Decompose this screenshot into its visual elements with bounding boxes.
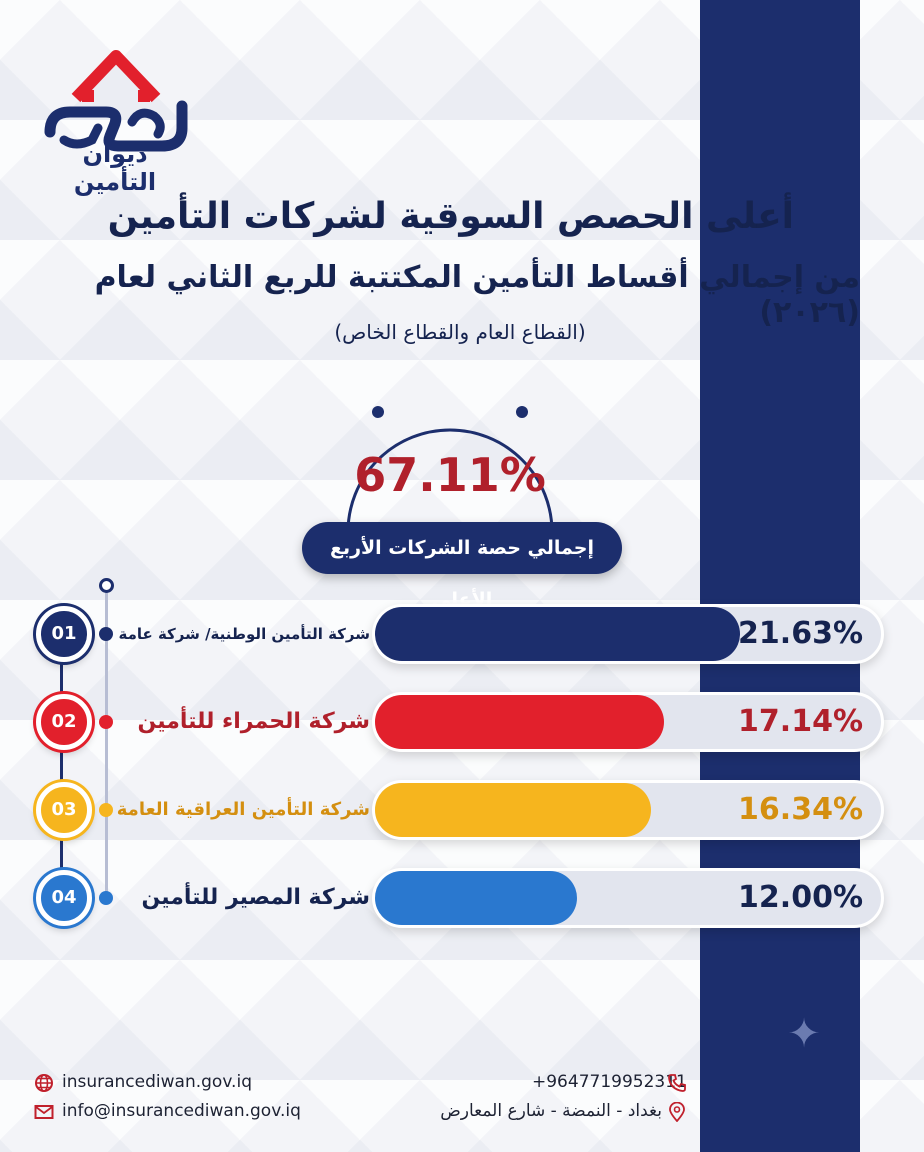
page-subtitle: من إجمالي أقساط التأمين المكتتبة للربع ا… (94, 260, 860, 330)
sector-note: (القطاع العام والقطاع الخاص) (334, 320, 586, 344)
navy-stripe (700, 0, 860, 1152)
bar-value-label: 16.34% (738, 792, 863, 827)
rank-badge: 04 (36, 870, 92, 926)
company-name: شركة الحمراء للتأمين (137, 709, 370, 734)
brand-name: ديوان التأمين (73, 140, 157, 196)
bar-track: 21.63% (372, 604, 884, 664)
timeline-dot (99, 803, 113, 817)
bar-value-label: 17.14% (738, 704, 863, 739)
bar-track: 12.00% (372, 868, 884, 928)
timeline-start-dot (99, 578, 114, 593)
timeline-dot (99, 627, 113, 641)
bar-track: 16.34% (372, 780, 884, 840)
timeline-line (105, 584, 108, 896)
timeline-dot (99, 891, 113, 905)
timeline-dot (99, 715, 113, 729)
address-text: بغداد - النمضة - شارع المعارض (440, 1101, 662, 1121)
badge-connector (60, 836, 63, 896)
badge-connector (60, 660, 63, 720)
rank-badge: 02 (36, 694, 92, 750)
bar-fill (375, 871, 577, 925)
website-text[interactable]: insurancediwan.gov.iq (62, 1072, 252, 1092)
chart-row: 03 شركة التأمين العراقية العامة 16.34% (0, 770, 924, 850)
email-text[interactable]: info@insurancediwan.gov.iq (62, 1101, 301, 1121)
sparkle-icon: ✦ (787, 1011, 821, 1057)
company-name: شركة المصير للتأمين (141, 885, 370, 910)
bar-fill (375, 695, 664, 749)
bar-value-label: 21.63% (738, 616, 863, 651)
total-share-value: 67.11% (354, 448, 546, 502)
bar-fill (375, 783, 651, 837)
phone-text[interactable]: +9647719952311 (532, 1072, 687, 1092)
mail-icon (34, 1105, 54, 1119)
rank-badge: 03 (36, 782, 92, 838)
location-pin-icon (669, 1102, 685, 1122)
page-title: أعلى الحصص السوقية لشركات التأمين (107, 196, 794, 237)
chart-row: 02 شركة الحمراء للتأمين 17.14% (0, 682, 924, 762)
badge-connector (60, 748, 63, 808)
bar-fill (375, 607, 740, 661)
bar-track: 17.14% (372, 692, 884, 752)
total-share-label: إجمالي حصة الشركات الأربع الأعلى (302, 522, 622, 611)
chart-row: 01 شركة التأمين الوطنية/ شركة عامة 21.63% (0, 594, 924, 674)
diwan-logo (44, 50, 188, 152)
total-ring (346, 406, 554, 533)
phone-icon (668, 1074, 686, 1092)
chart-row: 04 شركة المصير للتأمين 12.00% (0, 858, 924, 938)
bar-value-label: 12.00% (738, 880, 863, 915)
rank-badge: 01 (36, 606, 92, 662)
company-name: شركة التأمين الوطنية/ شركة عامة (118, 625, 370, 643)
company-name: شركة التأمين العراقية العامة (116, 799, 370, 820)
globe-icon (35, 1074, 53, 1092)
